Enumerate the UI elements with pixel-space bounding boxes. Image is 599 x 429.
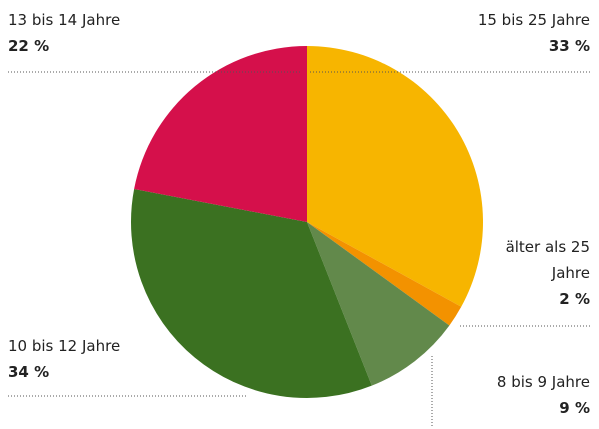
value-label: 33 % [548, 37, 590, 55]
pie-slice [307, 222, 462, 326]
pie-slice [130, 189, 372, 398]
pie-slice [307, 46, 484, 307]
pie-slice [307, 222, 450, 386]
slice-label: älter als 25 Jahre 2 % [500, 234, 590, 312]
value-label: 2 % [559, 290, 590, 308]
slice-label: 13 bis 14 Jahre 22 % [8, 7, 168, 59]
category-label: 13 bis 14 Jahre [8, 11, 121, 29]
pie-slice [134, 46, 307, 222]
value-label: 22 % [8, 37, 50, 55]
slice-label: 8 bis 9 Jahre 9 % [430, 369, 590, 421]
category-label: älter als 25 Jahre [505, 238, 590, 282]
slice-label: 10 bis 12 Jahre 34 % [8, 333, 168, 385]
category-label: 8 bis 9 Jahre [496, 373, 590, 391]
category-label: 15 bis 25 Jahre [477, 11, 590, 29]
slice-label: 15 bis 25 Jahre 33 % [430, 7, 590, 59]
value-label: 9 % [559, 399, 590, 417]
category-label: 10 bis 12 Jahre [8, 337, 121, 355]
value-label: 34 % [8, 363, 50, 381]
